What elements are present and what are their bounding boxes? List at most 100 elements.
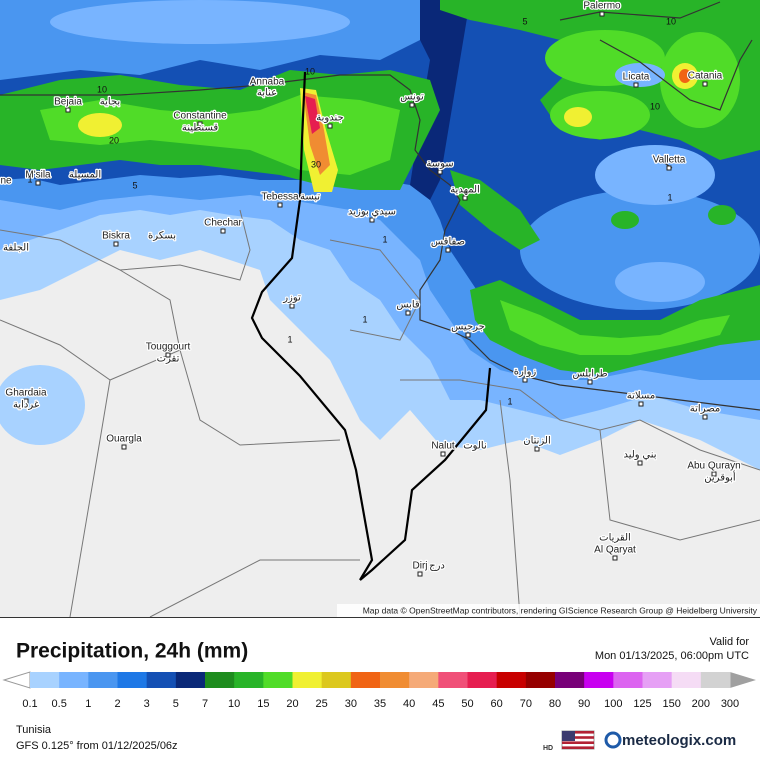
attribution: Map data © OpenStreetMap contributors, r… xyxy=(363,605,758,615)
legend-high-end xyxy=(730,672,756,688)
place-label: Palermo xyxy=(583,1,621,12)
place-marker xyxy=(637,460,643,466)
legend-label: 150 xyxy=(662,698,680,710)
contour-label: 1 xyxy=(287,334,292,344)
place-marker xyxy=(327,123,333,129)
place-label: Ghardaia xyxy=(5,388,47,399)
legend-swatch xyxy=(584,672,614,688)
place-marker xyxy=(65,107,71,113)
contour-label: 1 xyxy=(362,314,367,324)
place-label: Touggourt xyxy=(146,342,191,353)
place-marker xyxy=(220,228,226,234)
legend-label: 35 xyxy=(374,698,386,710)
place-marker xyxy=(35,180,41,186)
brand[interactable]: meteologix.com xyxy=(622,732,736,749)
legend-swatch xyxy=(438,672,468,688)
model-run: GFS 0.125° from 01/12/2025/06z xyxy=(16,740,178,752)
legend-label: 0.1 xyxy=(22,698,37,710)
place-label: الجلفة xyxy=(3,243,29,254)
place-marker xyxy=(711,471,717,477)
place-label: Abu Qurayn xyxy=(687,461,740,472)
coastlines xyxy=(0,1,760,411)
place-label: صفاقس xyxy=(431,237,465,248)
place-label: القريات xyxy=(599,533,631,544)
legend-label: 7 xyxy=(202,698,208,710)
place-marker xyxy=(702,81,708,87)
legend-label: 15 xyxy=(257,698,269,710)
title: Precipitation, 24h (mm) xyxy=(16,640,248,663)
contour-label: 1 xyxy=(667,192,672,202)
place-marker xyxy=(165,352,171,358)
legend-swatch xyxy=(700,672,731,688)
legend-label: 50 xyxy=(461,698,473,710)
legend-label: 2 xyxy=(114,698,120,710)
place-label: Chechar xyxy=(204,218,242,229)
place-label: المهدية xyxy=(450,185,480,196)
place-marker xyxy=(264,87,270,93)
region: Tunisia xyxy=(16,724,52,736)
place-label: جرجيس xyxy=(451,322,485,333)
legend-swatch xyxy=(642,672,673,688)
legend-label: 20 xyxy=(286,698,298,710)
place-label: Catania xyxy=(688,71,723,82)
contour-label: 10 xyxy=(666,16,676,26)
legend-swatch xyxy=(350,672,381,688)
color-legend: 0.1 0.5 1 2 3 5 7 10 15 20 25 30 35 40 45 50 60 70 80 90 100… xyxy=(22,672,739,710)
legend-swatch xyxy=(613,672,643,688)
legend-label: 40 xyxy=(403,698,415,710)
legend-label: 100 xyxy=(604,698,622,710)
legend-label: 125 xyxy=(633,698,651,710)
country-borders xyxy=(250,71,492,581)
legend-swatch xyxy=(59,672,89,688)
admin-borders xyxy=(0,209,760,617)
place-marker xyxy=(405,310,411,316)
legend-swatch xyxy=(205,672,235,688)
place-label: سيدي بوزيد xyxy=(348,207,396,218)
place-marker xyxy=(522,377,528,383)
place-marker xyxy=(369,217,375,223)
legend-label: 60 xyxy=(491,698,503,710)
place-marker xyxy=(121,444,127,450)
place-label: Tebessa xyxy=(261,192,299,203)
place-label: تونس xyxy=(400,92,424,103)
place-label: Constantine xyxy=(173,111,227,122)
place-marker xyxy=(587,379,593,385)
place-label: M'sila xyxy=(25,170,51,181)
place-marker xyxy=(440,451,446,457)
place-label: عنابة xyxy=(257,88,277,99)
valid-label: Valid for xyxy=(709,636,749,648)
contour-label: 10 xyxy=(650,101,660,111)
place-label: درج xyxy=(429,561,445,572)
place-label: طرابلس xyxy=(572,369,607,380)
legend-swatch xyxy=(496,672,527,688)
place-label: مصراتة xyxy=(690,404,720,415)
legend-label: 45 xyxy=(432,698,444,710)
legend-swatch xyxy=(409,672,439,688)
legend-swatch xyxy=(467,672,498,688)
place-marker xyxy=(289,303,295,309)
place-marker xyxy=(417,571,423,577)
flag-stripe xyxy=(562,746,594,749)
legend-label: 5 xyxy=(173,698,179,710)
valid-time: Mon 01/13/2025, 06:00pm UTC xyxy=(595,650,749,662)
us-flag[interactable] xyxy=(561,730,595,750)
place-marker xyxy=(445,247,451,253)
legend-swatch xyxy=(30,672,60,688)
place-marker xyxy=(462,195,468,201)
place-marker xyxy=(633,82,639,88)
legend-swatch xyxy=(380,672,410,688)
legend-label: 80 xyxy=(549,698,561,710)
legend-label: 25 xyxy=(316,698,328,710)
place-label: تقرت xyxy=(157,354,180,365)
place-marker xyxy=(465,332,471,338)
place-label: Licata xyxy=(623,72,650,83)
flag-stripe xyxy=(562,736,594,739)
place-marker xyxy=(638,401,644,407)
place-marker xyxy=(666,165,672,171)
legend-swatch xyxy=(88,672,118,688)
place-marker xyxy=(534,446,540,452)
place-label: Nalut xyxy=(431,441,455,452)
place-label: قسنطينة xyxy=(182,123,219,134)
legend-label: 30 xyxy=(345,698,357,710)
